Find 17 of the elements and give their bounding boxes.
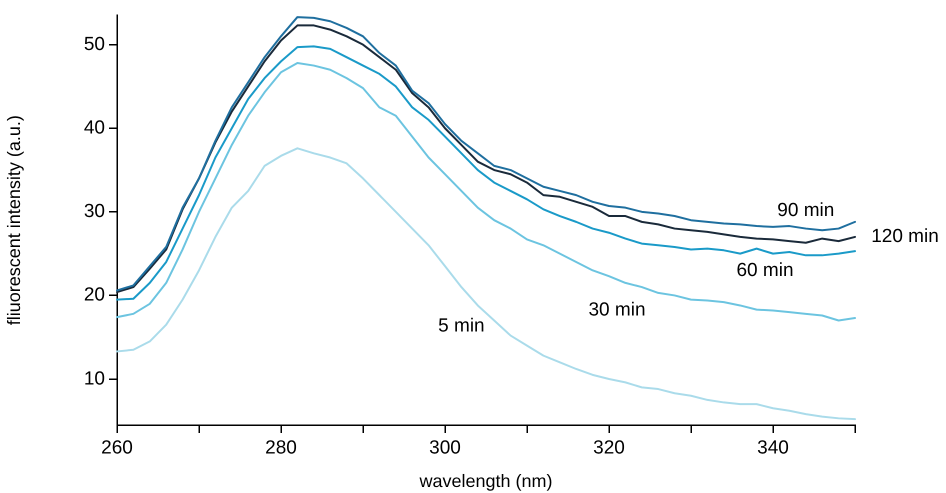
- series-label: 5 min: [438, 315, 485, 336]
- x-tick-label: 340: [757, 438, 789, 459]
- x-tick-label: 280: [265, 438, 297, 459]
- y-tick-label: 50: [84, 34, 105, 55]
- x-tick-label: 260: [101, 438, 133, 459]
- series-label: 90 min: [777, 200, 834, 221]
- x-tick-label: 320: [593, 438, 625, 459]
- y-tick-label: 40: [84, 117, 105, 138]
- y-tick-label: 10: [84, 368, 105, 390]
- y-axis-title: fliuorescent intensity (a.u.): [4, 115, 24, 326]
- y-tick-label: 20: [84, 284, 105, 306]
- y-tick-label: 30: [84, 201, 105, 222]
- series-label: 30 min: [588, 299, 646, 320]
- series-label: 120 min: [871, 226, 939, 248]
- x-tick-label: 300: [429, 438, 461, 459]
- x-axis-title: wavelength (nm): [418, 471, 553, 492]
- series-label: 60 min: [736, 260, 794, 281]
